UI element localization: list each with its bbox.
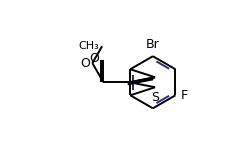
- Text: O: O: [80, 57, 90, 70]
- Text: CH₃: CH₃: [79, 41, 99, 51]
- Text: Br: Br: [146, 38, 160, 51]
- Text: F: F: [180, 89, 187, 102]
- Text: O: O: [90, 52, 99, 65]
- Text: S: S: [151, 91, 160, 104]
